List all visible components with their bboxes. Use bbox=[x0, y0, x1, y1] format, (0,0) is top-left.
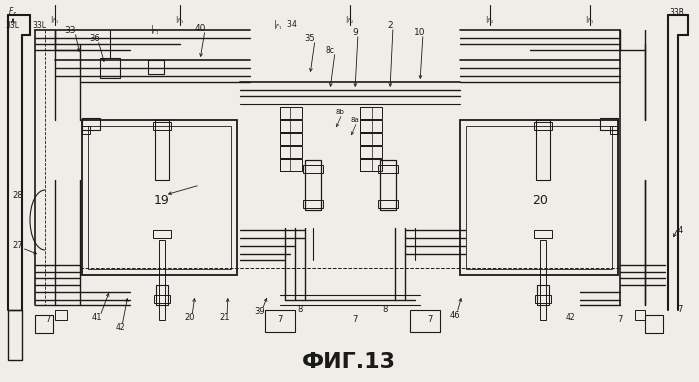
Bar bbox=[410, 310, 440, 332]
Text: 42: 42 bbox=[115, 324, 125, 332]
Text: 42: 42 bbox=[565, 314, 575, 322]
Bar bbox=[153, 122, 171, 130]
Bar bbox=[156, 285, 168, 305]
Text: 7: 7 bbox=[278, 316, 282, 324]
Text: 9: 9 bbox=[352, 28, 358, 37]
Bar bbox=[360, 133, 382, 145]
Bar bbox=[280, 133, 290, 145]
Bar bbox=[280, 107, 302, 119]
Bar bbox=[466, 126, 612, 269]
Bar bbox=[360, 159, 382, 171]
Bar bbox=[100, 58, 120, 78]
Text: 8c: 8c bbox=[326, 45, 334, 55]
Bar bbox=[280, 133, 302, 145]
Text: 33L: 33L bbox=[5, 21, 19, 29]
Bar bbox=[534, 122, 552, 130]
Text: 39: 39 bbox=[254, 308, 266, 317]
Bar bbox=[460, 120, 618, 275]
Bar bbox=[280, 120, 290, 132]
Bar bbox=[154, 295, 170, 303]
Text: 40: 40 bbox=[194, 24, 206, 32]
Text: 20: 20 bbox=[532, 194, 548, 207]
Text: 21: 21 bbox=[219, 314, 230, 322]
Bar bbox=[360, 120, 382, 132]
Bar bbox=[378, 165, 398, 173]
Text: 7: 7 bbox=[617, 316, 623, 324]
Text: 8: 8 bbox=[382, 306, 388, 314]
Bar bbox=[534, 230, 552, 238]
Bar bbox=[280, 107, 290, 119]
Text: $|_{F_1}$: $|_{F_1}$ bbox=[586, 15, 595, 26]
Bar bbox=[540, 240, 546, 320]
Bar bbox=[303, 200, 323, 208]
Text: 33L: 33L bbox=[32, 21, 46, 29]
Bar bbox=[88, 126, 231, 269]
Text: 4: 4 bbox=[677, 225, 683, 235]
Text: $|_{F_2}$: $|_{F_2}$ bbox=[345, 15, 354, 26]
Text: 2: 2 bbox=[387, 21, 393, 29]
Bar bbox=[536, 120, 550, 180]
Text: 19: 19 bbox=[154, 194, 170, 207]
Text: $|_{F_1}$: $|_{F_1}$ bbox=[150, 23, 160, 37]
Text: 20: 20 bbox=[185, 314, 195, 322]
Text: $F_z$: $F_z$ bbox=[8, 6, 17, 18]
Text: $|_{F_1}$  34: $|_{F_1}$ 34 bbox=[273, 18, 297, 32]
Text: 7: 7 bbox=[677, 306, 683, 314]
Bar bbox=[280, 146, 290, 158]
Text: 7: 7 bbox=[45, 316, 51, 324]
Bar bbox=[280, 159, 290, 171]
Bar bbox=[537, 285, 549, 305]
Bar bbox=[35, 315, 53, 333]
Bar bbox=[305, 160, 321, 210]
Text: $|_{F_1}$: $|_{F_1}$ bbox=[50, 15, 59, 26]
Bar bbox=[148, 60, 164, 74]
Text: 33R: 33R bbox=[670, 8, 685, 16]
Bar bbox=[380, 160, 396, 210]
Text: 27: 27 bbox=[13, 241, 23, 249]
Bar bbox=[645, 315, 663, 333]
Bar bbox=[159, 240, 165, 320]
Text: 8: 8 bbox=[297, 306, 303, 314]
Bar bbox=[360, 159, 372, 171]
Text: $|_{F_1}$: $|_{F_1}$ bbox=[175, 15, 185, 26]
Bar bbox=[360, 107, 382, 119]
Bar bbox=[360, 146, 382, 158]
Text: ФИГ.13: ФИГ.13 bbox=[302, 352, 396, 372]
Text: 46: 46 bbox=[449, 311, 461, 319]
Text: 8a: 8a bbox=[351, 117, 359, 123]
Text: 7: 7 bbox=[352, 316, 358, 324]
Bar bbox=[635, 310, 645, 320]
Text: 33: 33 bbox=[64, 26, 75, 34]
Bar bbox=[600, 118, 618, 130]
Text: 7: 7 bbox=[427, 316, 433, 324]
Bar bbox=[378, 200, 398, 208]
Bar bbox=[360, 120, 372, 132]
Bar bbox=[303, 165, 323, 173]
Text: $|_{F_2}$: $|_{F_2}$ bbox=[486, 15, 494, 26]
Bar bbox=[360, 146, 372, 158]
Bar bbox=[153, 230, 171, 238]
Text: 10: 10 bbox=[415, 28, 426, 37]
Bar bbox=[8, 310, 22, 360]
Bar bbox=[535, 295, 551, 303]
Bar bbox=[82, 120, 237, 275]
Text: 28: 28 bbox=[13, 191, 23, 199]
Bar bbox=[610, 126, 618, 134]
Bar bbox=[82, 126, 90, 134]
Bar bbox=[360, 133, 372, 145]
Text: 36: 36 bbox=[89, 34, 101, 42]
Bar bbox=[265, 310, 295, 332]
Bar bbox=[280, 120, 302, 132]
Bar bbox=[280, 159, 302, 171]
Bar bbox=[55, 310, 67, 320]
Text: 41: 41 bbox=[92, 314, 102, 322]
Bar bbox=[155, 120, 169, 180]
Text: 8b: 8b bbox=[336, 109, 345, 115]
Bar bbox=[280, 146, 302, 158]
Bar bbox=[82, 118, 100, 130]
Text: 35: 35 bbox=[305, 34, 315, 42]
Bar bbox=[360, 107, 372, 119]
